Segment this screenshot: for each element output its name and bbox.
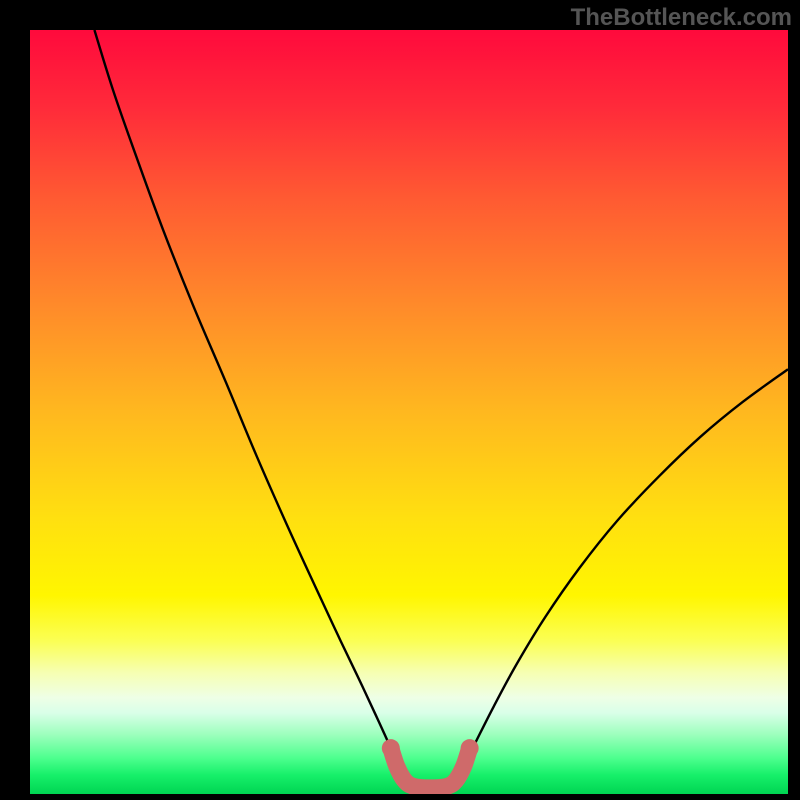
watermark-text: TheBottleneck.com	[571, 4, 792, 32]
frame-left	[0, 0, 30, 800]
left-curve-line	[94, 30, 403, 776]
bottom-u-end-dot	[382, 739, 400, 757]
plot-area	[30, 30, 788, 794]
stage: TheBottleneck.com	[0, 0, 800, 800]
plot-svg	[30, 30, 788, 794]
right-curve-line	[458, 369, 788, 776]
bottom-u-end-dot	[461, 739, 479, 757]
bottom-u-line	[391, 748, 470, 788]
frame-right	[788, 0, 800, 800]
frame-bottom	[0, 794, 800, 800]
